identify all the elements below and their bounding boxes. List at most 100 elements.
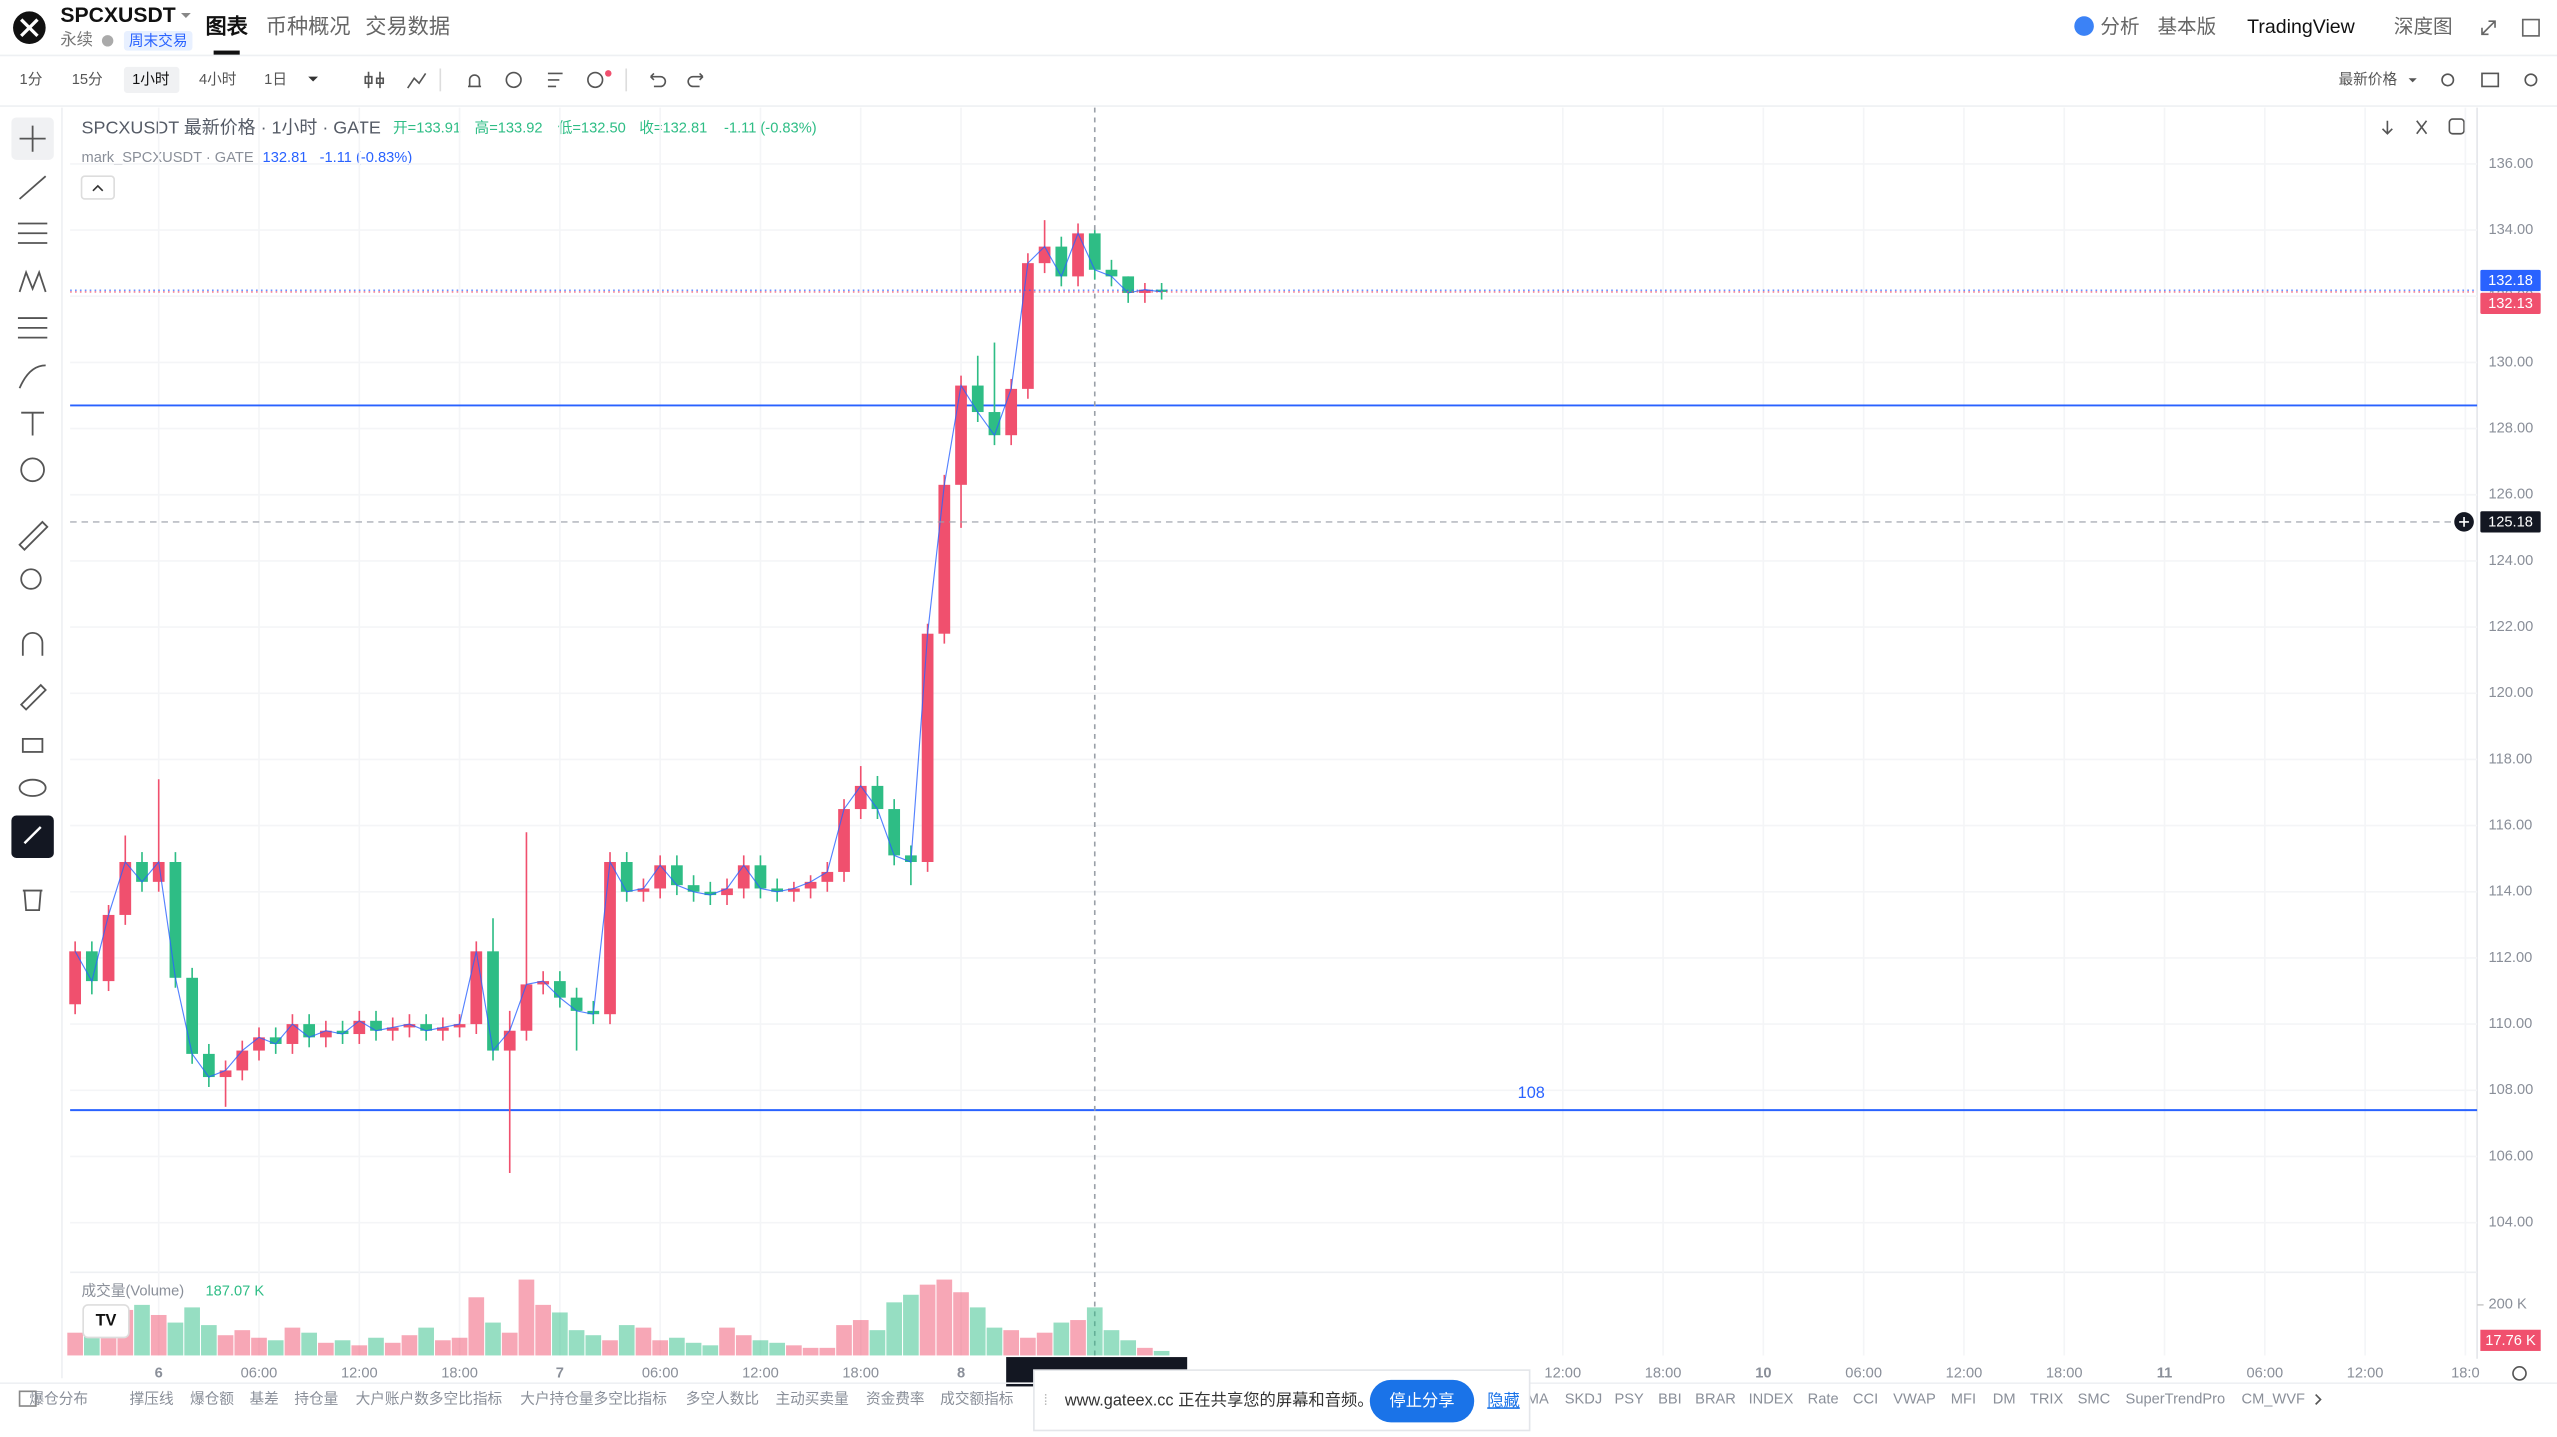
symbol[interactable]: SPCXUSDT <box>60 4 175 27</box>
redo-icon[interactable] <box>687 72 704 88</box>
candle-body <box>838 809 850 872</box>
tab[interactable]: 交易数据 <box>365 14 450 38</box>
pane-down[interactable] <box>2381 120 2393 135</box>
header-link[interactable]: 基本版 <box>2157 16 2216 38</box>
tab[interactable]: 图表 <box>205 14 248 38</box>
line-label: 108 <box>1518 1084 1545 1102</box>
indicator-tab[interactable]: MFI <box>1951 1391 1976 1407</box>
collapse-button[interactable] <box>80 175 115 200</box>
y2-tick-label: 200 K <box>2489 1297 2528 1313</box>
alert-icon[interactable] <box>468 74 482 88</box>
interval[interactable]: 15分 <box>72 71 103 88</box>
indicator-tab[interactable]: BBI <box>1658 1391 1682 1407</box>
header-link[interactable]: TradingView <box>2247 16 2356 38</box>
info-icon[interactable] <box>101 35 114 47</box>
y-tick-label: 124.00 <box>2489 553 2534 569</box>
pane-maximize[interactable] <box>2448 118 2465 135</box>
volume-bar <box>969 1307 986 1356</box>
candle-type-icon[interactable] <box>364 71 385 89</box>
indicator-tab[interactable]: Rate <box>1808 1391 1839 1407</box>
indicator-tab[interactable]: 主动买卖量 <box>775 1390 848 1407</box>
indicator-icon[interactable] <box>407 72 427 89</box>
lock-draw-tool[interactable] <box>19 683 47 711</box>
template-icon[interactable] <box>547 72 563 88</box>
indicator-tab[interactable]: CM_WVF <box>2241 1391 2305 1407</box>
settings-icon[interactable] <box>2524 73 2538 87</box>
volume-bar <box>301 1332 317 1356</box>
x-tick-label: 18:00 <box>842 1365 879 1381</box>
zoom-tool[interactable] <box>20 568 42 590</box>
plot: 104.00 106.00 108.00 110.00 112.00 114.00 116.… <box>67 107 2541 1381</box>
header-link[interactable]: 深度图 <box>2394 16 2453 38</box>
indicator-tab[interactable]: 爆仓分布 <box>29 1390 88 1407</box>
indicator-tab[interactable]: SuperTrendPro <box>2126 1391 2226 1407</box>
magnet-tool[interactable] <box>21 631 44 656</box>
indicator-tab[interactable]: 持仓量 <box>294 1390 338 1407</box>
undo-icon[interactable] <box>650 72 667 88</box>
indicator-tab[interactable]: DM <box>1993 1391 2016 1407</box>
add-icon[interactable] <box>587 71 604 89</box>
candle-body <box>269 1037 282 1044</box>
interval[interactable]: 4小时 <box>199 71 237 88</box>
lock-tool[interactable] <box>21 737 44 753</box>
indicator-tab[interactable]: MA <box>1527 1391 1549 1407</box>
indicator-tab[interactable]: SKDJ <box>1565 1391 1602 1407</box>
indicator-tab[interactable]: 成交额指标 <box>940 1389 1014 1407</box>
indicator-tab[interactable]: 大户账户数多空比指标 <box>356 1390 503 1407</box>
indicator-tab[interactable]: 基差 <box>250 1390 279 1407</box>
indicator-tab[interactable]: 大户持仓量多空比指标 <box>520 1390 667 1407</box>
dropdown-caret[interactable] <box>2408 78 2417 83</box>
pattern-tool[interactable] <box>18 269 47 293</box>
indicator-tab[interactable]: TRIX <box>2030 1391 2064 1407</box>
search-icon[interactable] <box>2441 73 2455 87</box>
mark-legend: mark_SPCXUSDT · GATE <box>82 150 254 166</box>
ruler-tool[interactable] <box>18 520 49 551</box>
volume-bar <box>552 1312 568 1356</box>
fib-tool[interactable] <box>17 222 48 244</box>
interval[interactable]: 1日 <box>264 72 287 88</box>
indicator-tab[interactable]: CCI <box>1853 1391 1878 1407</box>
indicator-tab[interactable]: PSY <box>1614 1391 1644 1407</box>
scroll-right[interactable] <box>2315 1394 2322 1405</box>
dropdown-caret <box>181 13 191 18</box>
indicator-tab[interactable]: 爆仓额 <box>190 1390 234 1407</box>
replay-icon[interactable] <box>505 71 522 89</box>
fullscreen-icon[interactable] <box>2481 20 2496 36</box>
indicator-tab[interactable]: VWAP <box>1893 1391 1936 1407</box>
forecast-tool[interactable] <box>17 317 48 339</box>
price-type[interactable]: 最新价格 <box>2338 71 2397 88</box>
camera-icon[interactable] <box>2481 72 2500 88</box>
time-settings[interactable] <box>2512 1366 2527 1381</box>
interval[interactable]: 1分 <box>20 71 43 88</box>
pane-collapse[interactable] <box>2416 120 2428 135</box>
brush-tool[interactable] <box>18 364 46 389</box>
visibility-tool[interactable] <box>18 778 47 797</box>
candle-body <box>871 785 884 810</box>
interval[interactable]: 1小时 <box>132 71 170 88</box>
indicator-tab[interactable]: SMC <box>2078 1391 2111 1407</box>
indicator-tab[interactable]: INDEX <box>1749 1391 1794 1407</box>
stop-share-label[interactable]: 停止分享 <box>1389 1392 1454 1410</box>
hide-link[interactable]: 隐藏 <box>1487 1392 1520 1410</box>
emoji-tool[interactable] <box>20 457 45 483</box>
header-link[interactable]: 分析 <box>2100 16 2139 38</box>
delete-tool[interactable] <box>22 889 43 912</box>
indicator-tab[interactable]: 资金费率 <box>866 1390 925 1407</box>
dropdown-caret[interactable] <box>308 76 318 82</box>
trendline-tool[interactable] <box>18 175 47 200</box>
window-icon[interactable] <box>2521 18 2540 37</box>
crosshair-tool[interactable] <box>19 125 46 152</box>
y-tick-label: 120.00 <box>2489 685 2534 701</box>
indicator-tab[interactable]: BRAR <box>1695 1391 1736 1407</box>
volume-bar <box>418 1327 434 1356</box>
x-tick-label: 7 <box>556 1365 564 1381</box>
link-tool[interactable] <box>23 826 42 845</box>
indicator-tab[interactable]: 撑压线 <box>130 1390 174 1407</box>
indicator-panel-icon[interactable] <box>18 1390 37 1407</box>
indicator-tab[interactable]: 多空人数比 <box>686 1390 759 1407</box>
stop-share-button[interactable] <box>1369 1379 1475 1423</box>
candle-body <box>671 865 683 886</box>
tab[interactable]: 币种概况 <box>266 14 351 38</box>
text-tool[interactable] <box>21 411 45 436</box>
